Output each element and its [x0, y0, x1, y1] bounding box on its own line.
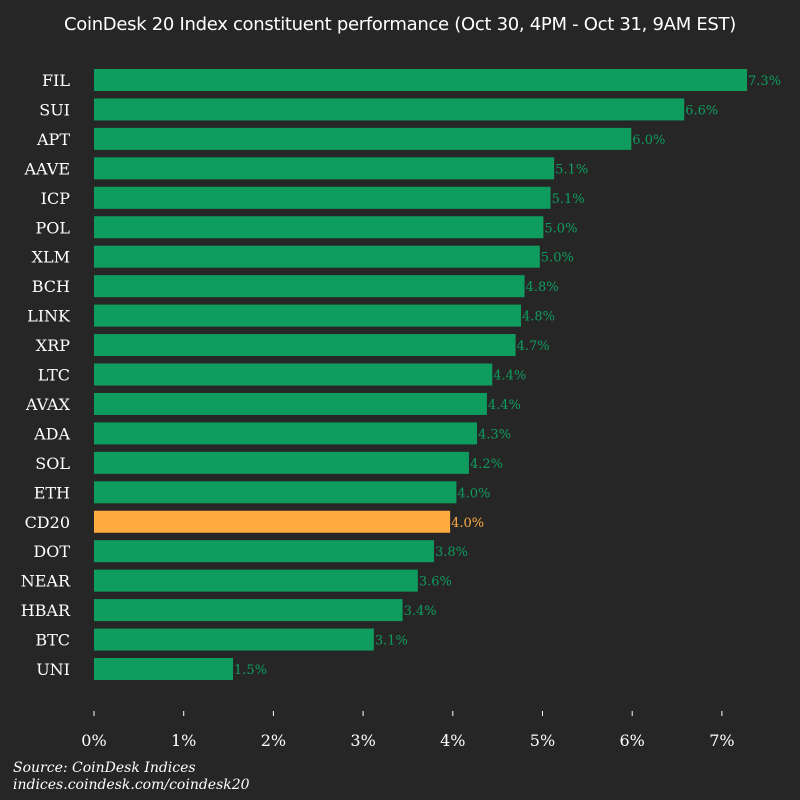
- x-tick-label: 5%: [530, 731, 555, 750]
- data-label: 4.4%: [493, 369, 526, 384]
- category-label: AVAX: [25, 395, 71, 414]
- bar-eth: [94, 481, 457, 504]
- data-label: 4.4%: [488, 398, 521, 413]
- category-label: XLM: [32, 248, 70, 267]
- bar-hbar: [94, 599, 403, 622]
- bar-apt: [94, 127, 632, 150]
- data-label: 5.0%: [544, 221, 577, 236]
- x-tick-label: 2%: [261, 731, 286, 750]
- category-label: ADA: [33, 424, 70, 443]
- data-label: 4.2%: [470, 457, 503, 472]
- category-label: ETH: [34, 483, 70, 502]
- bar-uni: [94, 658, 234, 680]
- category-label: APT: [36, 130, 70, 149]
- category-label: ICP: [41, 189, 71, 208]
- bar-avax: [94, 392, 487, 415]
- category-label: POL: [35, 218, 70, 237]
- category-label: LTC: [38, 366, 70, 385]
- source-label: Source: CoinDesk Indices: [13, 760, 196, 776]
- bar-xlm: [94, 245, 540, 268]
- bar-icp: [94, 186, 551, 209]
- bar-link: [94, 304, 521, 327]
- source-url: indices.coindesk.com/coindesk20: [13, 777, 250, 793]
- data-label: 3.1%: [375, 634, 408, 649]
- category-label: SOL: [35, 454, 70, 473]
- bar-btc: [94, 628, 374, 651]
- data-label: 5.0%: [541, 251, 574, 266]
- x-tick-label: 3%: [350, 731, 375, 750]
- data-label: 4.8%: [526, 280, 559, 295]
- category-label: BCH: [32, 277, 70, 296]
- bar-bch: [94, 275, 525, 298]
- category-label: LINK: [27, 307, 71, 326]
- bar-pol: [94, 216, 544, 239]
- category-label: HBAR: [21, 601, 71, 620]
- x-tick-label: 6%: [620, 731, 645, 750]
- data-label: 4.3%: [478, 427, 511, 442]
- data-label: 1.5%: [234, 663, 267, 678]
- bar-xrp: [94, 334, 516, 357]
- category-label: DOT: [33, 542, 70, 561]
- category-label: AAVE: [23, 159, 70, 178]
- category-label: FIL: [42, 71, 70, 90]
- data-label: 4.0%: [457, 486, 490, 501]
- bar-near: [94, 569, 418, 592]
- x-tick-label: 0%: [81, 731, 106, 750]
- data-label: 5.1%: [552, 192, 585, 207]
- data-label: 7.3%: [748, 74, 781, 89]
- chart-title: CoinDesk 20 Index constituent performanc…: [64, 14, 736, 35]
- bar-ltc: [94, 363, 493, 386]
- category-label: SUI: [39, 100, 70, 119]
- data-label: 6.6%: [685, 103, 718, 118]
- x-tick-label: 4%: [440, 731, 465, 750]
- x-tick-label: 1%: [171, 731, 196, 750]
- bar-sol: [94, 451, 469, 474]
- bar-dot: [94, 540, 434, 563]
- x-tick-label: 7%: [709, 731, 734, 750]
- bar-cd20: [94, 510, 451, 533]
- category-label: XRP: [36, 336, 70, 355]
- bar-fil: [94, 69, 748, 91]
- category-label: CD20: [25, 513, 70, 532]
- data-label: 3.4%: [404, 604, 437, 619]
- data-label: 6.0%: [632, 133, 665, 148]
- category-label: NEAR: [21, 572, 71, 591]
- data-label: 4.0%: [451, 516, 484, 531]
- bar-aave: [94, 157, 555, 180]
- category-label: BTC: [35, 631, 70, 650]
- data-label: 4.8%: [522, 310, 555, 325]
- bar-sui: [94, 98, 685, 121]
- bar-ada: [94, 422, 478, 445]
- data-label: 3.6%: [419, 575, 452, 590]
- data-label: 3.8%: [435, 545, 468, 560]
- category-label: UNI: [36, 660, 70, 679]
- data-label: 5.1%: [555, 162, 588, 177]
- data-label: 4.7%: [517, 339, 550, 354]
